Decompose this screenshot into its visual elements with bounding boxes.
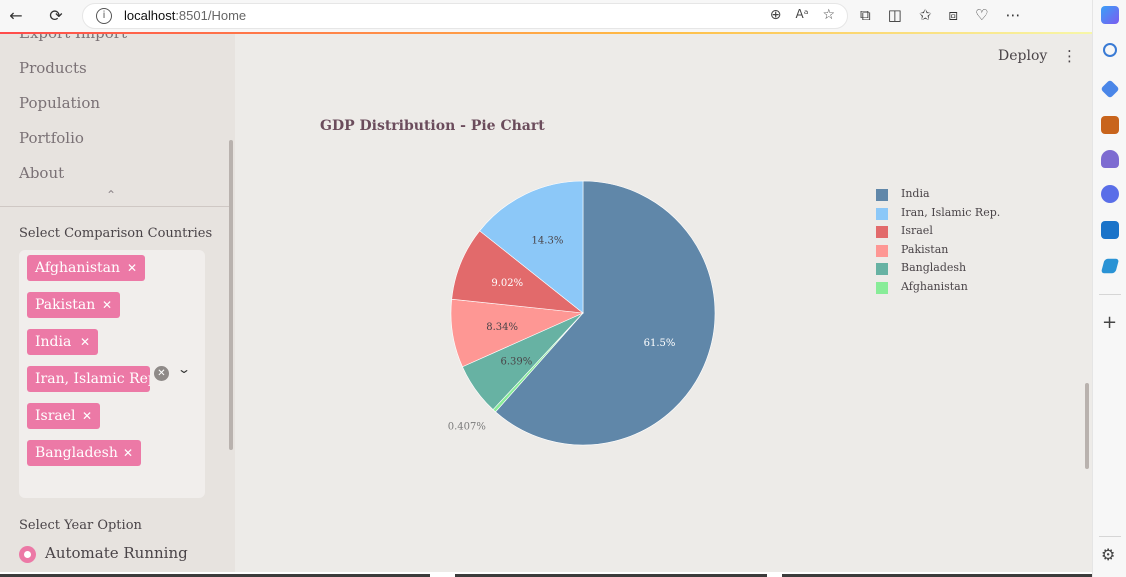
more-menu-icon[interactable]: ⋯ — [1005, 6, 1021, 24]
pie-slice-label: 0.407% — [448, 422, 486, 433]
country-tag-label: Pakistan — [35, 297, 96, 313]
settings-gear-icon[interactable]: ⚙ — [1101, 545, 1116, 564]
outlook-icon[interactable] — [1101, 221, 1119, 239]
browser-toolbar: ← ⟳ i localhost:8501/Home ⊕ Aᵃ ☆ ⧉ ◫ ✩ ⧈… — [0, 0, 1126, 32]
add-icon[interactable]: + — [1102, 312, 1118, 333]
remove-tag-icon[interactable]: ✕ — [123, 446, 134, 460]
legend-swatch — [876, 189, 888, 201]
legend-label: Iran, Islamic Rep. — [901, 205, 1001, 219]
gdp-pie-chart: 61.5% 0.407% 6.39% 8.34% 9.02% 14.3% — [448, 180, 716, 446]
nav-item-products[interactable]: Products — [19, 59, 87, 77]
country-tag-label: Bangladesh — [35, 445, 118, 461]
country-tag: Pakistan ✕ — [27, 292, 120, 318]
country-multiselect[interactable]: Afghanistan ✕ Pakistan ✕ India ✕ Iran, I… — [19, 250, 205, 498]
taskbar-edge — [782, 574, 1092, 577]
collapse-nav-caret-icon[interactable]: ⌃ — [106, 188, 117, 202]
year-option-label: Select Year Option — [19, 518, 142, 533]
search-icon[interactable] — [1103, 43, 1117, 57]
country-tag: Afghanistan ✕ — [27, 255, 145, 281]
country-tag: Bangladesh ✕ — [27, 440, 141, 466]
nav-item-about[interactable]: About — [19, 164, 65, 182]
main-scrollbar[interactable] — [1085, 383, 1089, 469]
side-divider — [1099, 294, 1121, 295]
automate-running-radio[interactable] — [19, 546, 36, 563]
extensions-icon[interactable]: ⧉ — [860, 6, 871, 24]
legend-label: India — [901, 187, 930, 200]
legend-swatch — [876, 226, 888, 238]
url-text: localhost:8501/Home — [124, 8, 247, 23]
read-aloud-icon[interactable]: Aᵃ — [795, 7, 809, 21]
games-icon[interactable] — [1101, 150, 1119, 168]
nav-item-export-import[interactable]: Export Import — [19, 34, 127, 42]
country-tag-label: Israel — [35, 408, 76, 424]
chart-title: GDP Distribution - Pie Chart — [320, 118, 545, 134]
remove-tag-icon[interactable]: ✕ — [80, 335, 91, 349]
pie-slice-india[interactable] — [495, 180, 716, 446]
nav-item-portfolio[interactable]: Portfolio — [19, 129, 84, 147]
address-bar[interactable]: i localhost:8501/Home ⊕ Aᵃ ☆ — [82, 3, 848, 29]
browser-essentials-icon[interactable]: ♡ — [975, 6, 989, 24]
main-menu-kebab-icon[interactable]: ⋮ — [1062, 47, 1077, 65]
favorite-star-icon[interactable]: ☆ — [822, 7, 835, 23]
country-tag-label: Iran, Islamic Rep. — [35, 371, 150, 387]
side-divider — [1099, 536, 1121, 537]
remove-tag-icon[interactable]: ✕ — [102, 298, 113, 312]
back-icon[interactable]: ← — [9, 6, 23, 25]
deploy-button[interactable]: Deploy — [998, 48, 1048, 64]
country-tag-label: Afghanistan — [35, 260, 121, 276]
clear-all-icon[interactable]: ✕ — [154, 366, 169, 381]
legend-swatch — [876, 207, 888, 220]
zoom-icon[interactable]: ⊕ — [769, 7, 782, 23]
app-sidebar: Export Import Products Population Portfo… — [0, 34, 235, 577]
taskbar-edge — [455, 574, 767, 577]
country-tag: Iran, Islamic Rep. — [27, 366, 150, 392]
sidebar-scrollbar[interactable] — [229, 140, 233, 450]
microsoft365-icon[interactable] — [1101, 185, 1119, 203]
legend-swatch — [876, 263, 888, 275]
shopping-tag-icon[interactable] — [1100, 79, 1120, 99]
pie-slice-label: 8.34% — [486, 322, 518, 333]
legend-swatch — [876, 244, 888, 257]
country-tag: Israel ✕ — [27, 403, 100, 429]
sidebar-divider — [0, 206, 229, 207]
site-info-icon[interactable]: i — [96, 8, 112, 24]
pie-slice-label: 61.5% — [644, 338, 676, 349]
chevron-down-icon[interactable]: ⌄ — [176, 362, 192, 376]
automate-running-label: Automate Running — [45, 544, 188, 562]
nav-item-population[interactable]: Population — [19, 94, 101, 112]
browser-side-panel: + ⚙ — [1092, 0, 1126, 577]
pie-slice-label: 14.3% — [532, 235, 564, 246]
taskbar-edge — [0, 574, 430, 577]
legend-label: Bangladesh — [901, 261, 967, 274]
copilot-icon[interactable] — [1101, 6, 1119, 24]
remove-tag-icon[interactable]: ✕ — [127, 261, 138, 275]
split-screen-icon[interactable]: ◫ — [887, 6, 902, 24]
comparison-countries-label: Select Comparison Countries — [19, 226, 213, 241]
collections-icon[interactable]: ⧈ — [948, 6, 959, 24]
pie-slice-iran-islamic-rep[interactable] — [479, 180, 584, 314]
favorites-icon[interactable]: ✩ — [918, 6, 932, 24]
legend-label: Pakistan — [901, 242, 949, 256]
pie-slice-label: 6.39% — [501, 357, 533, 368]
tools-briefcase-icon[interactable] — [1101, 116, 1119, 134]
remove-tag-icon[interactable]: ✕ — [82, 409, 93, 423]
refresh-icon[interactable]: ⟳ — [49, 6, 63, 25]
pie-slice-label: 9.02% — [491, 278, 523, 289]
app-accent-strip — [0, 32, 1092, 34]
legend-label: Afghanistan — [901, 279, 968, 293]
legend-swatch — [876, 281, 888, 294]
country-tag-label: India — [35, 334, 72, 350]
legend-label: Israel — [901, 224, 933, 237]
telegram-icon[interactable] — [1100, 258, 1120, 274]
country-tag: India ✕ — [27, 329, 98, 355]
